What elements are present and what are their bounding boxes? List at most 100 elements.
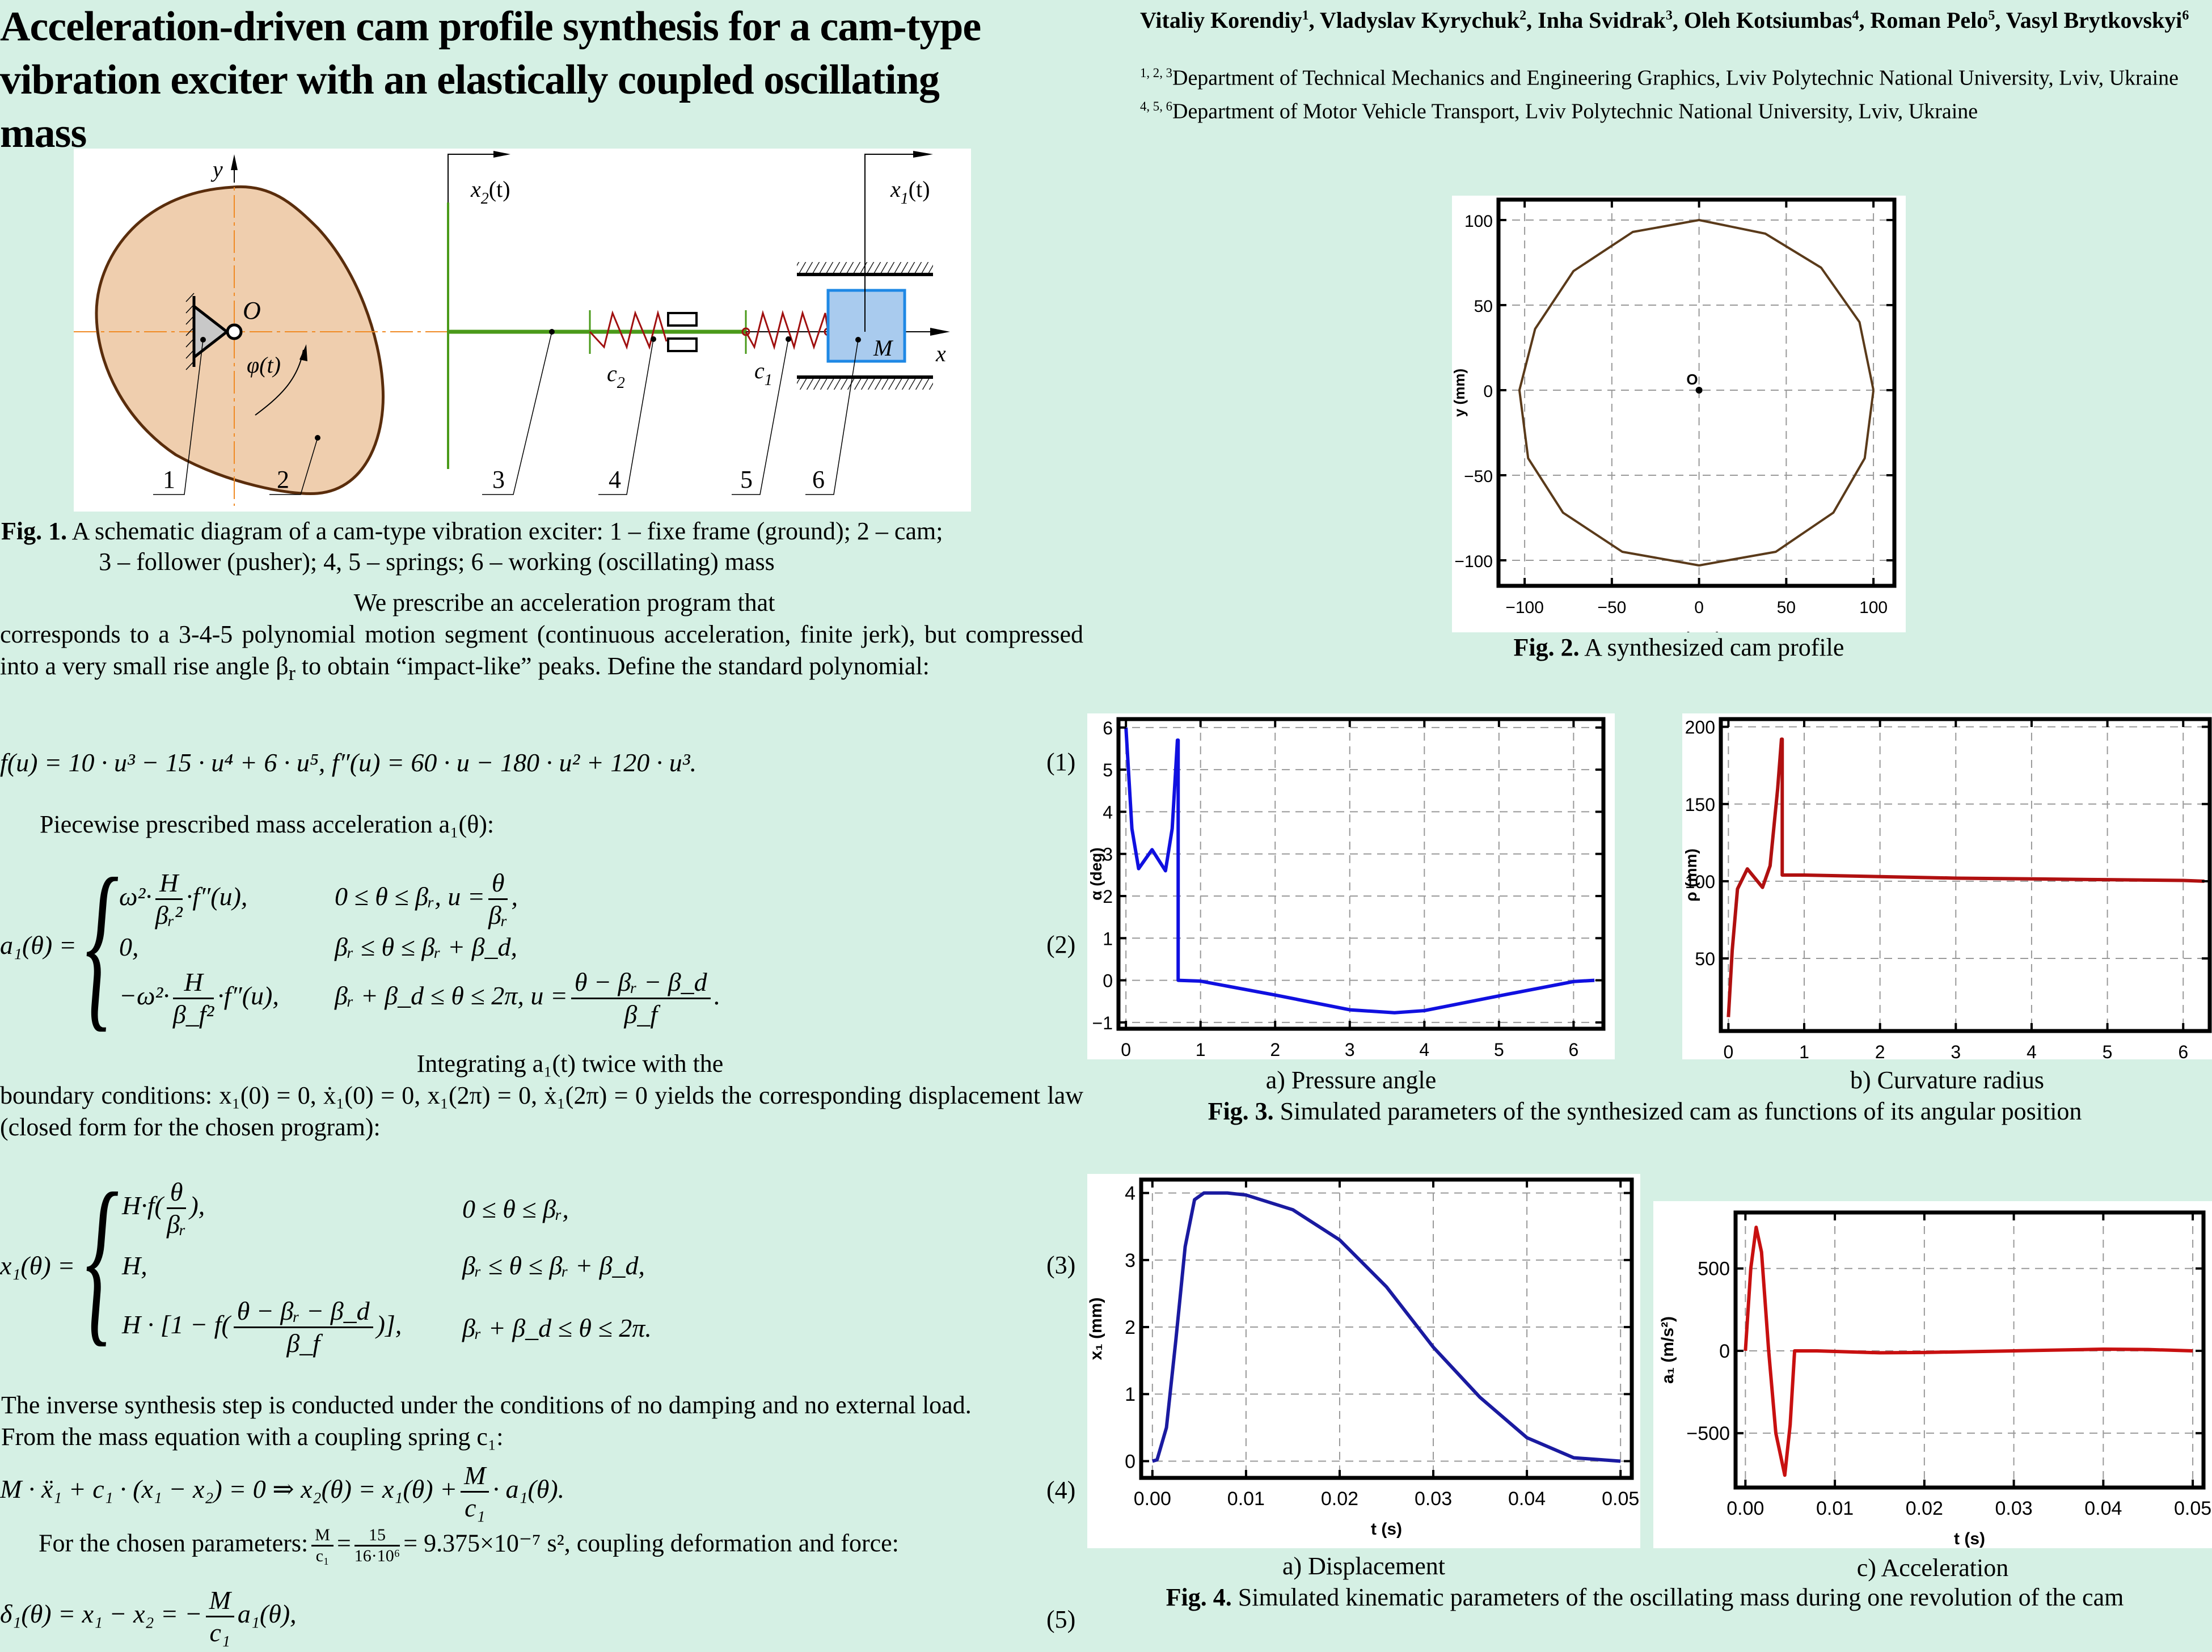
y-tick-label: 100 xyxy=(1685,872,1715,892)
plot-frame xyxy=(1719,717,2212,1033)
y-axis-label: ρ (mm) xyxy=(1682,848,1700,902)
equation-4-number: (4) xyxy=(1046,1476,1076,1504)
y-tick-label: −50 xyxy=(1464,467,1493,486)
oscillating-mass xyxy=(826,289,906,363)
y-tick-label: 4 xyxy=(1103,802,1113,822)
fig3b-chart: 012345650100150200θ (rad)ρ (mm) xyxy=(1682,713,2212,1091)
x-tick-label: 2 xyxy=(1875,1042,1885,1059)
author: Vitaliy Korendiy1, xyxy=(1140,7,1320,33)
annotation-label: O xyxy=(1686,371,1698,388)
spring-c1 xyxy=(745,310,829,350)
fig4a-chart: 0.00 0.01 0.02 0.03 0.04 0.05 0 1 2 3 4 t (s) x₁ (mm… xyxy=(1087,1174,1640,1548)
fig1-schematic: y O φ(t) x2(t) c2 x xyxy=(74,149,971,512)
cam-mechanism-diagram: y O φ(t) x2(t) c2 x xyxy=(74,151,950,506)
x-tick-label: 0.04 xyxy=(1508,1488,1546,1510)
title-line-1: Acceleration-driven cam profile synthesi… xyxy=(0,3,981,50)
y-tick-label: 200 xyxy=(1685,717,1715,738)
y-tick-label: −500 xyxy=(1686,1423,1730,1444)
y-tick-label: 3 xyxy=(1125,1250,1135,1271)
fig3a-subcaption: a) Pressure angle xyxy=(1265,1066,1437,1094)
fig1-caption: Fig. 1. A schematic diagram of a cam-typ… xyxy=(1,517,943,576)
fig4c-chart: 0.00 0.01 0.02 0.03 0.04 0.05 −500 0 500 t (s) a₁ … xyxy=(1653,1201,2212,1548)
y-tick-label: 5 xyxy=(1103,760,1113,780)
svg-text:x1(t): x1(t) xyxy=(890,176,930,208)
x-tick-label: 3 xyxy=(1345,1040,1355,1059)
svg-text:M: M xyxy=(873,335,894,361)
x-tick-label: 1 xyxy=(1196,1040,1206,1059)
svg-text:y: y xyxy=(210,157,223,182)
y-tick-label: 4 xyxy=(1125,1183,1135,1205)
data-series xyxy=(1151,1191,1621,1463)
x-tick-label: 0.01 xyxy=(1816,1498,1854,1519)
x-tick-label: 100 xyxy=(1859,598,1888,617)
x-tick-label: −50 xyxy=(1597,598,1626,617)
y-tick-label: 2 xyxy=(1125,1317,1135,1338)
cam-shape xyxy=(95,185,385,495)
author: Roman Pelo5, xyxy=(1870,7,2006,33)
y-tick-label: −100 xyxy=(1454,552,1493,571)
fig4c-subcaption: c) Acceleration xyxy=(1856,1554,2009,1582)
equation-1: f(u) = 10 · u³ − 15 · u⁴ + 6 · u⁵, f″(u)… xyxy=(0,748,697,777)
pivot-O xyxy=(226,323,243,340)
x-tick-label: 0.04 xyxy=(2084,1498,2122,1519)
equation-2-number: (2) xyxy=(1046,931,1076,958)
x-tick-label: 1 xyxy=(1799,1042,1809,1059)
x-tick-label: 50 xyxy=(1777,598,1796,617)
y-axis-label: y (mm) xyxy=(1452,369,1468,417)
callout-2: 2 xyxy=(277,466,289,493)
x-tick-label: 0.01 xyxy=(1227,1488,1265,1510)
x-tick-label: 0.05 xyxy=(2174,1498,2211,1519)
plot-frame xyxy=(1116,717,1606,1031)
y-tick-label: 0 xyxy=(1719,1341,1730,1362)
displacement-plot: 0.00 0.01 0.02 0.03 0.04 0.05 0 1 2 3 4 t (s) x₁ (mm… xyxy=(1087,1177,1639,1539)
x-tick-label: 0.00 xyxy=(1726,1498,1764,1519)
y-tick-label: −1 xyxy=(1092,1013,1113,1033)
fig4a-subcaption: a) Displacement xyxy=(1282,1552,1446,1580)
y-tick-label: 6 xyxy=(1103,718,1113,738)
plot-frame xyxy=(1139,1177,1634,1480)
x-axis-label: t (s) xyxy=(1371,1520,1402,1539)
x-tick-label: −100 xyxy=(1505,598,1544,617)
plot-frame xyxy=(1496,197,1897,588)
author: Oleh Kotsiumbas4, xyxy=(1683,7,1871,33)
paragraph-inverse-synthesis: The inverse synthesis step is conducted … xyxy=(1,1391,972,1451)
paper-title: Acceleration-driven cam profile synthesi… xyxy=(0,0,1112,160)
y-tick-label: 1 xyxy=(1125,1384,1135,1405)
equation-3: x₁(θ) = { H·f(θ βᵣ), 0 ≤ θ ≤ βᵣ, H, βᵣ ≤ … xyxy=(0,1155,652,1362)
y-axis-label: α (deg) xyxy=(1087,847,1105,900)
equation-1-number: (1) xyxy=(1046,748,1076,776)
x-tick-label: 0.03 xyxy=(1415,1488,1452,1510)
paragraph-acceleration-program: We prescribe an acceleration program tha… xyxy=(0,589,1083,685)
callout-4: 4 xyxy=(609,466,621,493)
x-tick-label: 5 xyxy=(1494,1040,1504,1059)
svg-text:c1: c1 xyxy=(754,358,772,389)
title-line-2: vibration exciter with an elastically co… xyxy=(0,57,940,103)
curvature-radius-plot: 012345650100150200θ (rad)ρ (mm) xyxy=(1682,717,2212,1091)
affiliations: 1, 2, 3Department of Technical Mechanics… xyxy=(1140,59,2206,125)
origin-marker xyxy=(1695,387,1703,394)
x-tick-label: 6 xyxy=(2178,1042,2188,1059)
equation-3-number: (3) xyxy=(1046,1251,1076,1279)
x-tick-label: 0 xyxy=(1694,598,1704,617)
x-tick-label: 0 xyxy=(1723,1042,1733,1059)
affiliation: 4, 5, 6Department of Motor Vehicle Trans… xyxy=(1140,99,1978,124)
data-series xyxy=(1124,727,1595,1015)
svg-text:c2: c2 xyxy=(607,361,625,392)
spring-c2 xyxy=(589,310,668,350)
y-tick-label: 1 xyxy=(1103,928,1113,949)
y-tick-label: 100 xyxy=(1464,212,1493,231)
y-tick-label: 0 xyxy=(1103,971,1113,991)
y-tick-label: 0 xyxy=(1125,1451,1135,1472)
y-tick-label: 50 xyxy=(1695,949,1715,969)
svg-text:φ(t): φ(t) xyxy=(247,352,281,378)
svg-text:x2(t): x2(t) xyxy=(470,176,510,208)
y-axis-label: x₁ (mm) xyxy=(1087,1298,1105,1361)
y-axis-label: a₁ (m/s²) xyxy=(1658,1316,1677,1384)
equation-5-number: (5) xyxy=(1046,1605,1076,1633)
